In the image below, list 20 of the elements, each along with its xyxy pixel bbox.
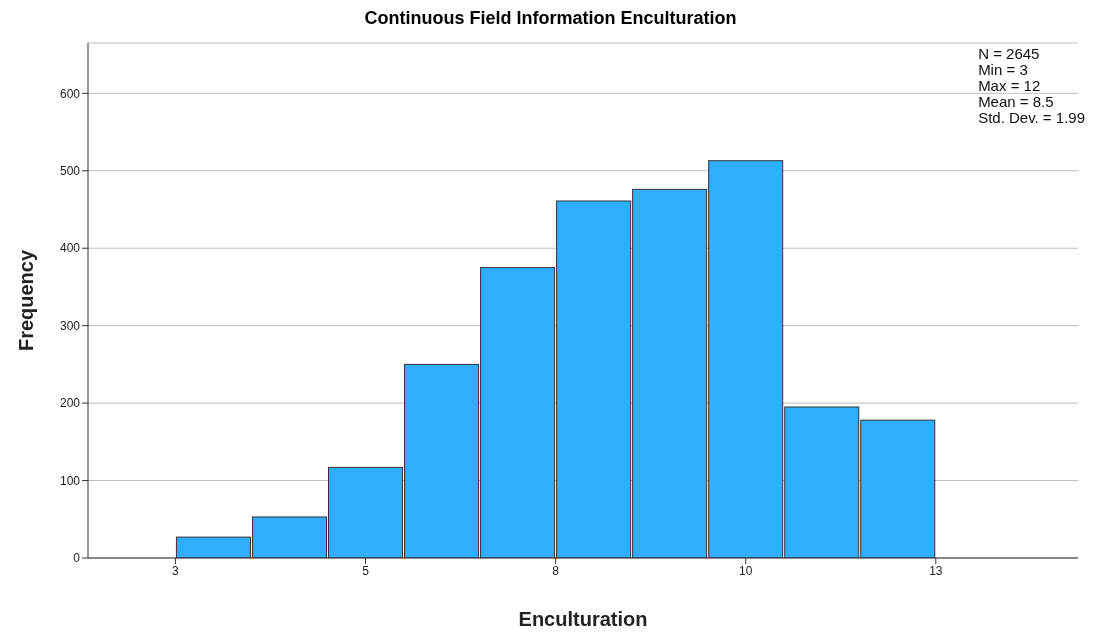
annotation: Max = 12 xyxy=(978,77,1042,94)
annotation: N = 2645 xyxy=(978,45,1041,62)
y-tick-label: 200 xyxy=(59,396,81,411)
chart-title: Continuous Field Information Enculturation xyxy=(363,8,738,29)
x-tick-label: 5 xyxy=(362,563,370,578)
y-tick-label: 0 xyxy=(73,551,81,566)
x-tick-label: 10 xyxy=(739,563,753,578)
y-tick-label: 500 xyxy=(59,164,81,179)
x-tick-label: 3 xyxy=(172,563,180,578)
annotation: Std. Dev. = 1.99 xyxy=(978,109,1085,126)
x-axis-title: Enculturation xyxy=(518,608,648,630)
x-tick-label: 8 xyxy=(552,563,560,578)
annotation: Min = 3 xyxy=(978,61,1029,78)
x-tick-label: 13 xyxy=(929,563,943,578)
y-axis-title: Frequency xyxy=(15,249,38,352)
annotation: Mean = 8.5 xyxy=(978,93,1055,110)
y-tick-label: 100 xyxy=(59,473,81,488)
y-tick-label: 600 xyxy=(59,86,81,101)
y-tick-label: 400 xyxy=(59,241,81,256)
y-tick-label: 300 xyxy=(59,318,81,333)
